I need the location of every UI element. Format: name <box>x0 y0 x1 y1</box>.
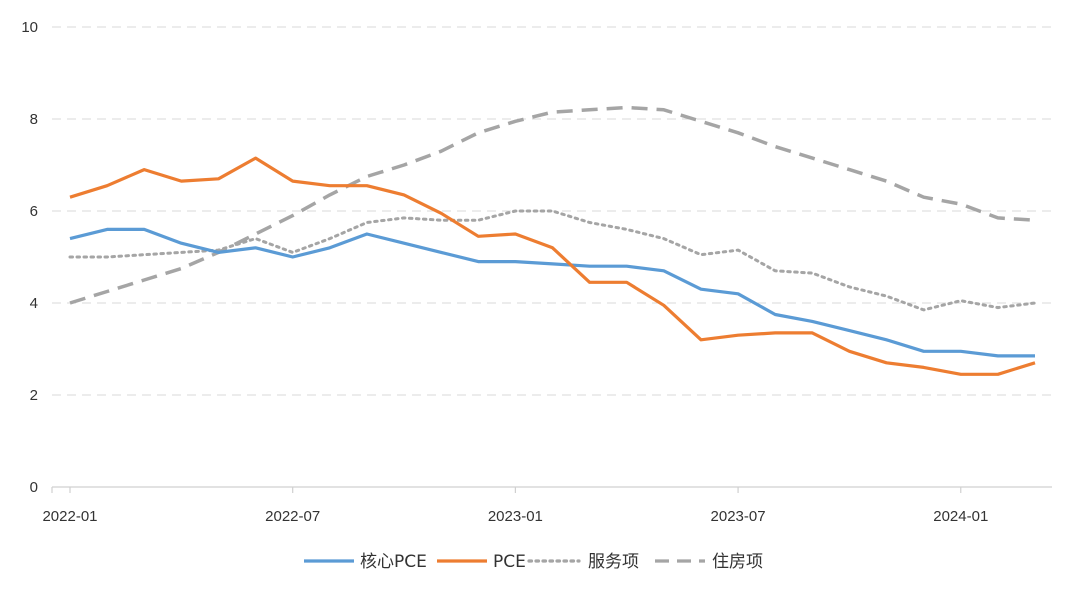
x-axis-tick-labels: 2022-01 2022-07 2023-01 2023-07 2024-01 <box>42 508 988 525</box>
y-tick-label: 6 <box>30 203 38 220</box>
y-tick-label: 4 <box>30 295 38 312</box>
legend-label: 核心PCE <box>360 552 427 572</box>
legend-label: 住房项 <box>712 552 763 572</box>
x-tick-label: 2023-07 <box>711 508 766 525</box>
x-tick-label: 2023-01 <box>488 508 543 525</box>
x-tick-label: 2024-01 <box>933 508 988 525</box>
x-tick-label: 2022-07 <box>265 508 320 525</box>
y-tick-label: 2 <box>30 387 38 404</box>
y-tick-label: 8 <box>30 111 38 128</box>
x-axis <box>51 486 1052 493</box>
legend-label: 服务项 <box>588 552 639 572</box>
series-lines <box>68 105 1037 376</box>
series-line-2 <box>69 156 1036 376</box>
y-tick-label: 10 <box>21 19 38 36</box>
y-tick-label: 0 <box>30 479 38 496</box>
series-line-4 <box>69 105 1036 305</box>
x-tick-label: 2022-01 <box>42 508 97 525</box>
legend-label: PCE <box>493 552 526 572</box>
legend: 核心PCE PCE 服务项 住房项 <box>304 552 763 572</box>
series-line-1 <box>69 227 1035 358</box>
y-axis-tick-labels: 0 2 4 6 8 10 <box>21 19 38 496</box>
series-line-3 <box>68 209 1037 312</box>
